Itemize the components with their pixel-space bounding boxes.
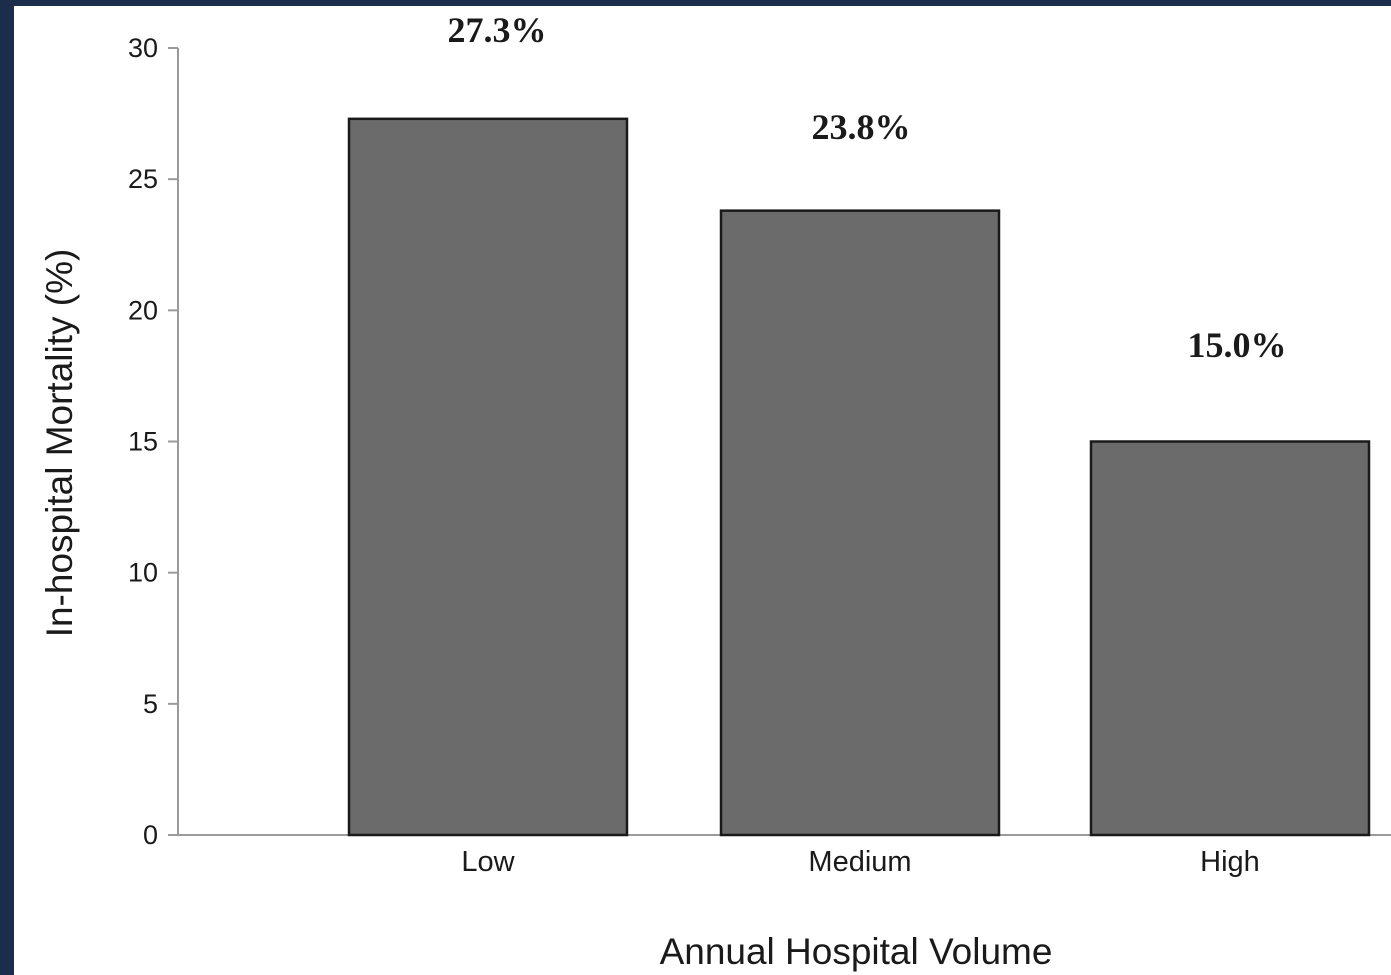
y-tick-label: 5 bbox=[143, 689, 158, 719]
x-tick-label: Low bbox=[461, 846, 515, 878]
y-tick-label: 20 bbox=[128, 295, 158, 325]
y-tick-label: 10 bbox=[128, 558, 158, 588]
x-tick-label: High bbox=[1200, 846, 1260, 878]
x-axis: Low Medium High bbox=[170, 834, 1391, 878]
data-label: 27.3% bbox=[448, 10, 547, 50]
y-axis: 0 5 10 15 20 25 30 bbox=[128, 33, 179, 850]
chart-panel: 0 5 10 15 20 25 30 Low Medium High 27.3% 23.8% 15.… bbox=[14, 6, 1391, 975]
data-labels: 27.3% 23.8% 15.0% bbox=[448, 10, 1287, 365]
y-axis-title: In-hospital Mortality (%) bbox=[39, 249, 80, 638]
data-label: 23.8% bbox=[812, 107, 911, 147]
y-tick-label: 25 bbox=[128, 164, 158, 194]
bar-high bbox=[1089, 440, 1371, 837]
y-tick-label: 15 bbox=[128, 427, 158, 457]
bar-medium bbox=[719, 209, 1001, 837]
bar-low bbox=[347, 117, 629, 837]
bars bbox=[347, 117, 1371, 837]
bar-chart: 0 5 10 15 20 25 30 Low Medium High 27.3% 23.8% 15.… bbox=[39, 10, 1391, 972]
y-tick-label: 0 bbox=[143, 820, 158, 850]
x-axis-title: Annual Hospital Volume bbox=[660, 931, 1053, 972]
x-tick-label: Medium bbox=[808, 846, 911, 878]
y-tick-label: 30 bbox=[128, 33, 158, 63]
data-label: 15.0% bbox=[1188, 325, 1287, 365]
